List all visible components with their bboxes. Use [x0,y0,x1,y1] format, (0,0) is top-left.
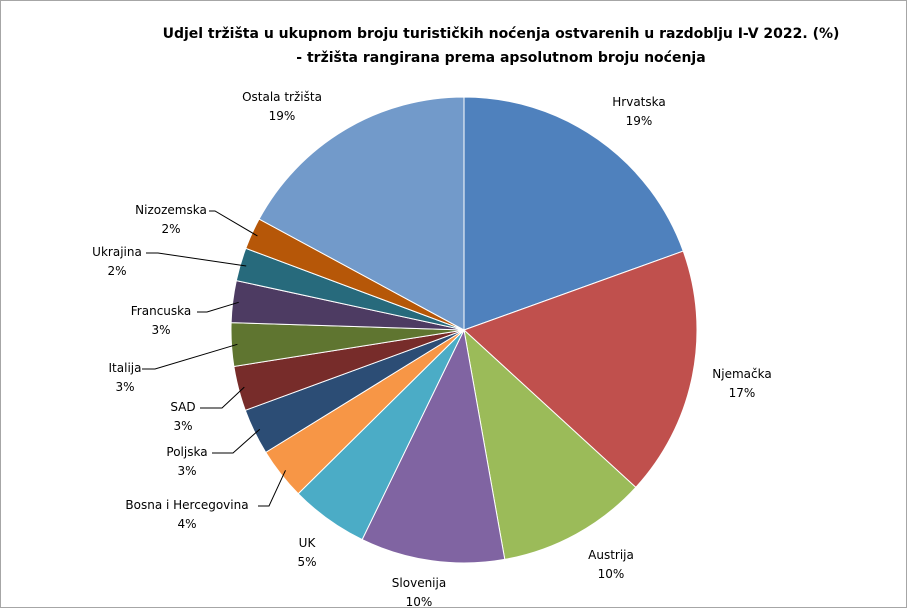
leader-line-nizozemska [209,210,258,237]
slice-label-slovenija: Slovenija [392,576,446,590]
slice-label-uk: UK [299,536,317,550]
slice-percent-sad: 3% [173,419,192,433]
slice-label-italija: Italija [109,361,142,375]
pie-slice-njemacka [463,250,698,489]
leader-line-ukrajina [146,252,247,267]
leader-line-sad [200,386,245,409]
slice-label-bosna-i-hercegovina: Bosna i Hercegovina [125,498,248,512]
chart-title-line-1: Udjel tržišta u ukupnom broju turistički… [163,26,840,42]
slice-label-nizozemska: Nizozemska [135,203,207,217]
leader-line-francuska [197,301,239,313]
slice-label-ostala-trzista: Ostala tržišta [242,90,322,104]
pie-slice-ostala-trzista [258,96,465,331]
slice-label-sad: SAD [170,400,195,414]
slice-labels: Hrvatska 19% Njemačka 17% Austrija 10% Sloveni… [92,90,772,609]
slice-label-ukrajina: Ukrajina [92,245,142,259]
slice-percent-nizozemska: 2% [161,222,180,236]
slice-percent-njemacka: 17% [729,386,756,400]
slice-label-francuska: Francuska [131,304,191,318]
leader-line-italija [142,343,238,370]
slice-percent-austrija: 10% [598,567,625,581]
slice-percent-italija: 3% [115,380,134,394]
leader-line-bosna-i-hercegovina [258,470,286,507]
chart-title-line-2: - tržišta rangirana prema apsolutnom bro… [296,50,705,66]
slice-percent-ukrajina: 2% [107,264,126,278]
slice-label-poljska: Poljska [166,445,207,459]
leader-line-poljska [212,428,261,454]
slice-label-hrvatska: Hrvatska [612,95,665,109]
pie-slice-slovenija [361,328,506,564]
slice-percent-slovenija: 10% [406,595,433,609]
slice-percent-poljska: 3% [177,464,196,478]
slice-label-njemacka: Njemačka [712,367,771,381]
pie-slice-austrija [463,328,637,560]
leader-lines [142,210,286,507]
slice-percent-bosna-i-hercegovina: 4% [177,517,196,531]
slice-percent-francuska: 3% [151,323,170,337]
slice-percent-ostala-trzista: 19% [269,109,296,123]
pie-slice-hrvatska [463,96,684,331]
slice-percent-hrvatska: 19% [626,114,653,128]
pie-slices [230,96,698,564]
slice-percent-uk: 5% [297,555,316,569]
slice-label-austrija: Austrija [588,548,634,562]
